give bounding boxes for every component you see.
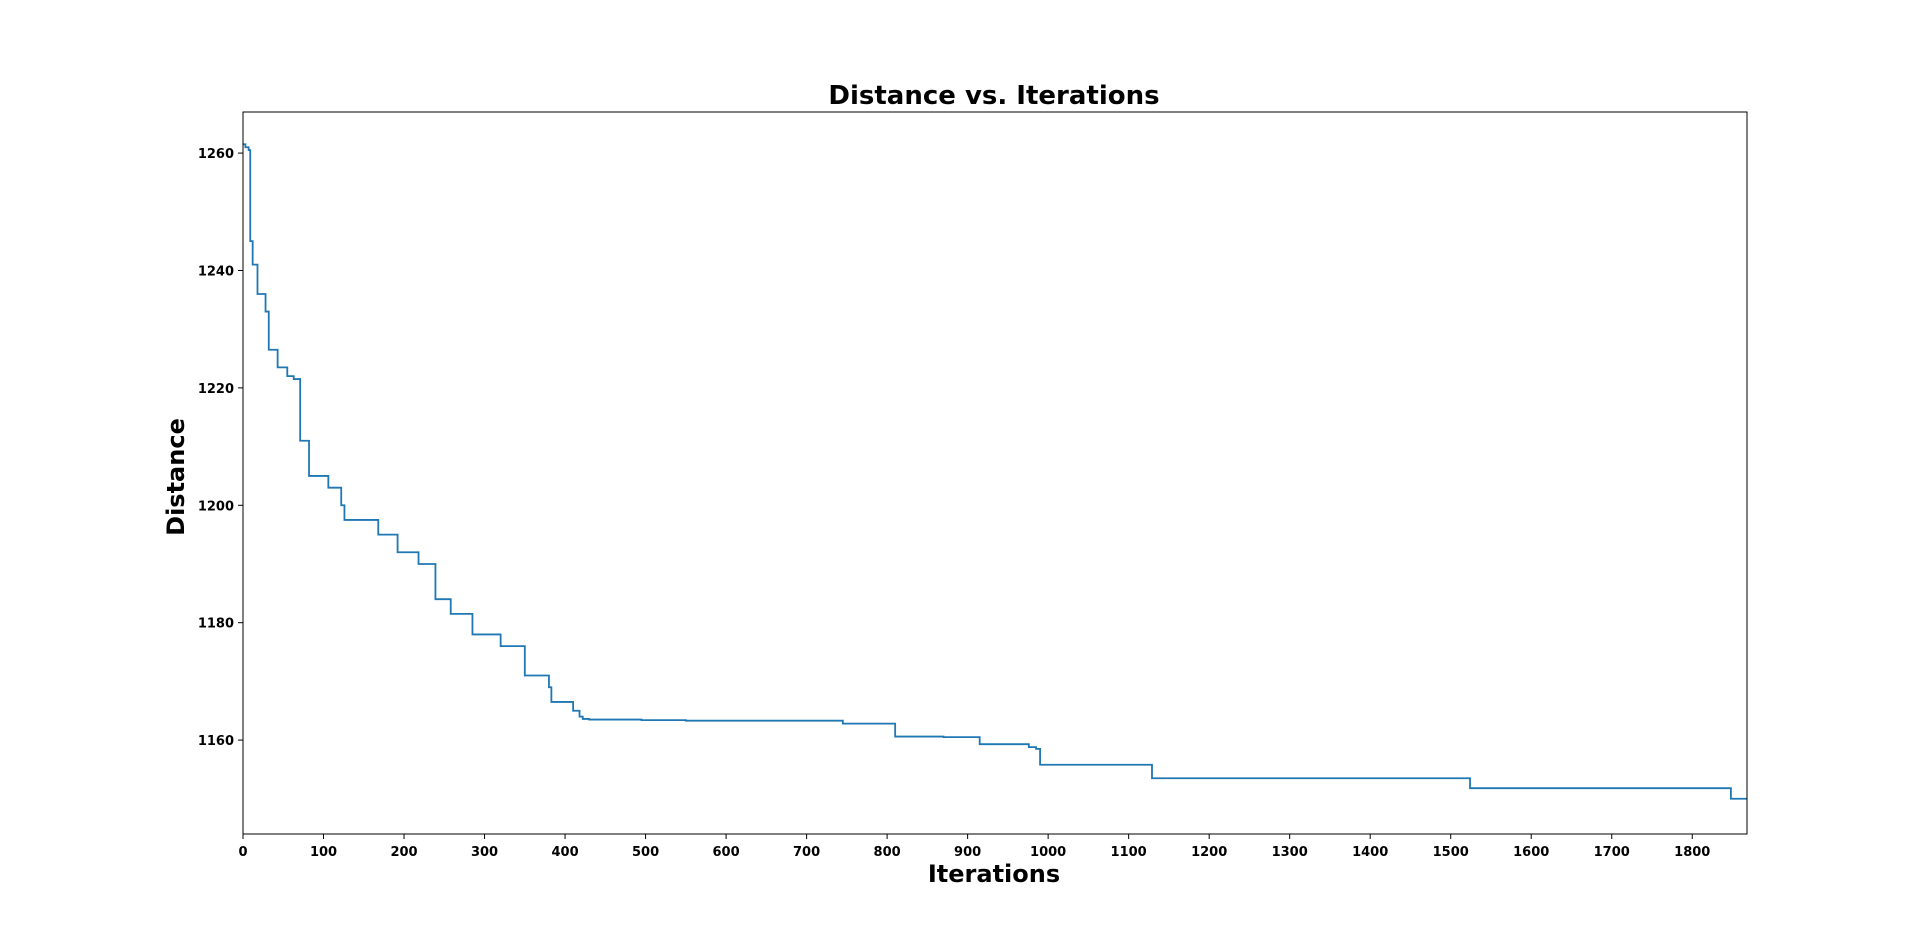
x-tick-label: 600 [713,845,740,860]
chart-title: Distance vs. Iterations [828,81,1159,111]
x-tick-label: 1600 [1513,845,1549,860]
x-tick-label: 800 [874,845,901,860]
x-tick-label: 700 [793,845,820,860]
y-tick-label: 1200 [198,499,234,514]
x-tick-label: 1100 [1111,845,1147,860]
y-tick-label: 1220 [198,382,234,397]
y-axis-ticks: 1160 1180 1200 1220 1240 1260 [198,147,243,749]
x-tick-label: 1800 [1674,845,1710,860]
y-tick-label: 1180 [198,617,234,632]
x-tick-label: 1000 [1030,845,1066,860]
x-tick-label: 900 [954,845,981,860]
x-tick-label: 1200 [1191,845,1227,860]
x-tick-label: 1500 [1433,845,1469,860]
x-tick-label: 1300 [1272,845,1308,860]
x-axis-label: Iterations [928,860,1060,888]
x-tick-label: 1400 [1352,845,1388,860]
x-tick-label: 400 [551,845,578,860]
x-tick-label: 100 [310,845,337,860]
y-tick-label: 1240 [198,264,234,279]
x-axis-ticks: 0 100 200 300 400 500 600 700 800 900 1000 1100 1200… [238,834,1710,860]
distance-line [243,143,1747,800]
plot-area-frame [242,111,1748,835]
y-tick-label: 1160 [198,734,234,749]
x-tick-label: 500 [632,845,659,860]
x-tick-label: 300 [471,845,498,860]
y-tick-label: 1260 [198,147,234,162]
x-tick-label: 1700 [1594,845,1630,860]
x-tick-label: 200 [390,845,417,860]
x-tick-label: 0 [238,845,247,860]
y-axis-label: Distance [162,418,190,536]
